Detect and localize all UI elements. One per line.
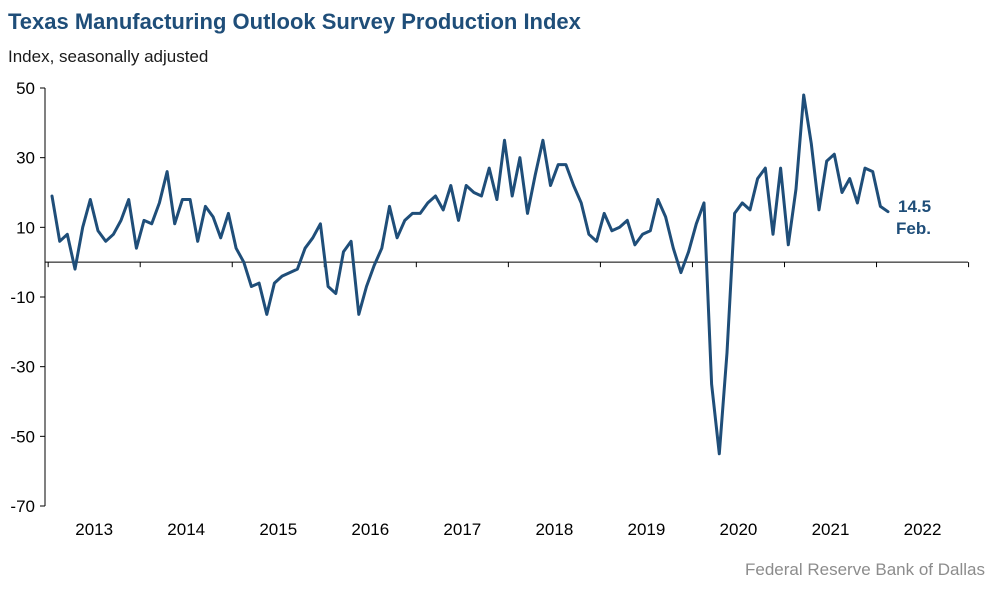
series-group xyxy=(50,93,890,456)
y-tick-label: 10 xyxy=(16,218,35,237)
x-axis-ticks: 2013 2014 2015 2016 2017 2018 2019 2020 2021 2022 xyxy=(47,262,970,539)
y-tick-label: 30 xyxy=(16,149,35,168)
y-tick-label: -10 xyxy=(10,288,35,307)
x-tick-label: 2021 xyxy=(812,520,850,539)
x-tick-label: 2022 xyxy=(904,520,942,539)
x-tick-label: 2020 xyxy=(720,520,758,539)
last-value-label: 14.5 xyxy=(898,197,931,216)
y-tick-label: -50 xyxy=(10,427,35,446)
annotation-group: 14.5 Feb. xyxy=(896,197,931,238)
y-axis-ticks: 50 30 10 -10 -30 -50 -70 xyxy=(10,79,45,516)
x-tick-label: 2014 xyxy=(167,520,205,539)
source-note: Federal Reserve Bank of Dallas xyxy=(744,560,985,579)
y-tick-label: -30 xyxy=(10,358,35,377)
x-tick-label: 2016 xyxy=(351,520,389,539)
chart-title: Texas Manufacturing Outlook Survey Produ… xyxy=(8,9,581,34)
y-tick-label: 50 xyxy=(16,79,35,98)
chart-subtitle: Index, seasonally adjusted xyxy=(8,47,209,66)
x-tick-label: 2018 xyxy=(535,520,573,539)
series-line xyxy=(50,93,890,456)
x-tick-label: 2013 xyxy=(75,520,113,539)
y-tick-label: -70 xyxy=(10,497,35,516)
last-month-label: Feb. xyxy=(896,219,931,238)
x-tick-label: 2019 xyxy=(628,520,666,539)
x-tick-label: 2017 xyxy=(443,520,481,539)
x-tick-label: 2015 xyxy=(259,520,297,539)
